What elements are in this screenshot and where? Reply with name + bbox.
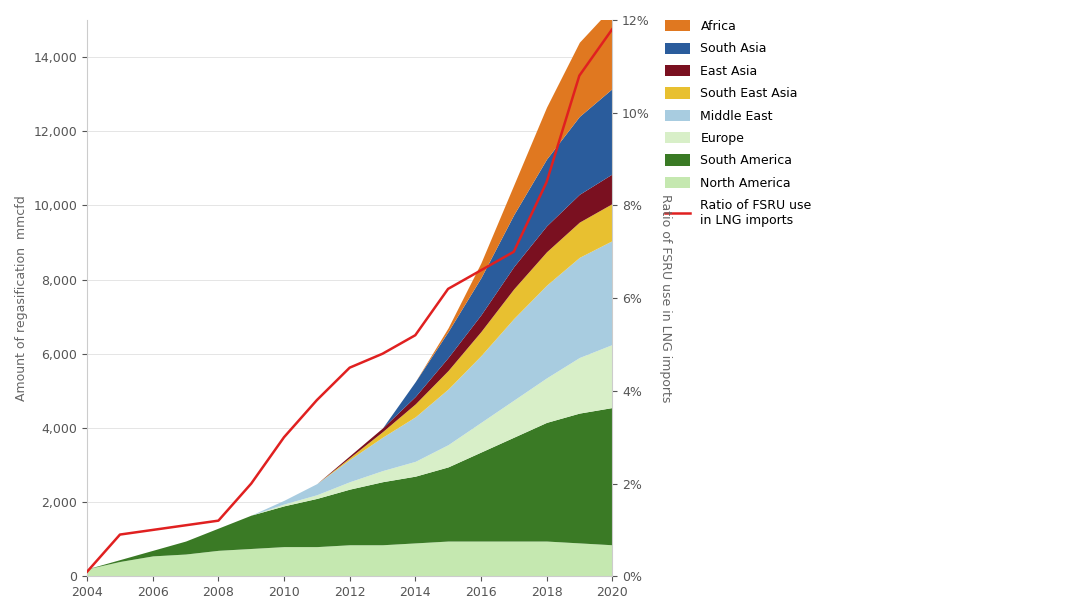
Y-axis label: Amount of regasification  mmcfd: Amount of regasification mmcfd	[15, 195, 28, 401]
Y-axis label: Ratio of FSRU use in LNG imports: Ratio of FSRU use in LNG imports	[659, 194, 672, 402]
Legend: Africa, South Asia, East Asia, South East Asia, Middle East, Europe, South Ameri: Africa, South Asia, East Asia, South Eas…	[660, 15, 816, 232]
